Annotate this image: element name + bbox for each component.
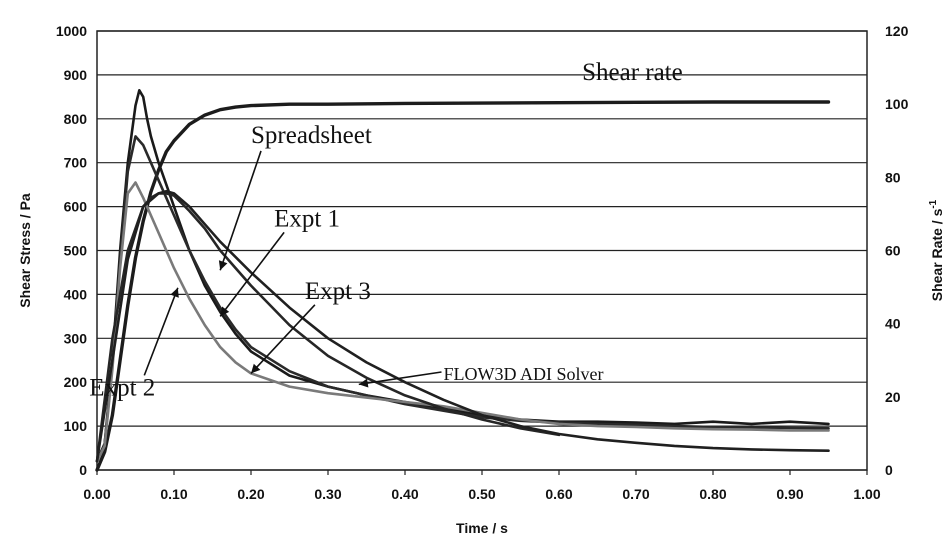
series-flow3d-adi-solver — [95, 189, 830, 463]
y2-tick-label: 20 — [885, 389, 901, 405]
x-tick-label: 0.70 — [622, 486, 649, 502]
x-tick-label: 0.90 — [776, 486, 803, 502]
y-tick-label: 600 — [64, 199, 88, 215]
flow3d-label: FLOW3D ADI Solver — [444, 364, 604, 384]
x-tick-label: 0.50 — [468, 486, 495, 502]
x-tick-label: 0.80 — [699, 486, 726, 502]
y2-tick-label: 80 — [885, 169, 901, 185]
x-tick-label: 0.20 — [237, 486, 264, 502]
y2-axis-title: Shear Rate / s-1 — [928, 199, 945, 301]
y-tick-label: 100 — [64, 418, 88, 434]
annotations: Shear rate Spreadsheet Expt 1 Expt 3 Expt 2 F… — [89, 59, 682, 401]
series-shear-rate — [95, 100, 831, 472]
series-spreadsheet — [95, 192, 561, 463]
flow3d-label-arrowhead — [358, 378, 369, 388]
x-tick-label: 0.40 — [391, 486, 418, 502]
series-layer — [95, 89, 831, 472]
x-tick-label: 0.00 — [83, 486, 110, 502]
series-expt-2 — [95, 89, 830, 463]
expt2-label-arrowhead — [170, 287, 179, 298]
gridlines — [97, 30, 867, 471]
y-tick-label: 700 — [64, 155, 88, 171]
y-tick-label: 800 — [64, 111, 88, 127]
expt3-label-arrow — [250, 304, 316, 374]
expt1-label-arrow — [219, 231, 285, 317]
y2-tick-label: 40 — [885, 316, 901, 332]
expt1-label: Expt 1 — [274, 205, 340, 232]
spreadsheet-label: Spreadsheet — [251, 122, 372, 149]
series-expt-1 — [95, 135, 830, 463]
expt2-label: Expt 2 — [89, 374, 155, 401]
x-tick-label: 0.60 — [545, 486, 572, 502]
plot-frame — [96, 30, 868, 475]
series-expt-3 — [95, 181, 830, 463]
expt3-label: Expt 3 — [305, 278, 371, 305]
y-tick-label: 1000 — [56, 23, 87, 39]
expt1-label-arrowhead — [220, 306, 230, 317]
flow3d-label-arrow — [358, 371, 442, 386]
y-tick-label: 300 — [64, 330, 88, 346]
spreadsheet-label-arrowhead — [218, 260, 228, 271]
shear-rate-label: Shear rate — [582, 59, 683, 86]
y-tick-label: 500 — [64, 243, 88, 259]
x-tick-label: 1.00 — [853, 486, 880, 502]
x-axis-title: Time / s — [456, 520, 508, 536]
y-tick-label: 400 — [64, 286, 88, 302]
y2-tick-label: 100 — [885, 96, 909, 112]
y-tick-label: 0 — [79, 462, 87, 478]
x-tick-label: 0.10 — [160, 486, 187, 502]
y2-tick-label: 0 — [885, 462, 893, 478]
spreadsheet-label-arrow — [219, 150, 262, 271]
y2-tick-label: 60 — [885, 243, 901, 259]
expt2-label-arrow — [143, 287, 179, 376]
y2-tick-label: 120 — [885, 23, 909, 39]
y-axis-title: Shear Stress / Pa — [17, 193, 33, 308]
x-tick-label: 0.30 — [314, 486, 341, 502]
tick-labels: 0.00 0.10 0.20 0.30 0.40 0.50 0.60 0.70 0.80 0.90… — [56, 23, 909, 502]
y2-axis-title-text: Shear Rate / s-1 — [928, 199, 945, 301]
y-tick-label: 200 — [64, 374, 88, 390]
expt3-label-arrowhead — [251, 363, 261, 374]
y-tick-label: 900 — [64, 67, 88, 83]
